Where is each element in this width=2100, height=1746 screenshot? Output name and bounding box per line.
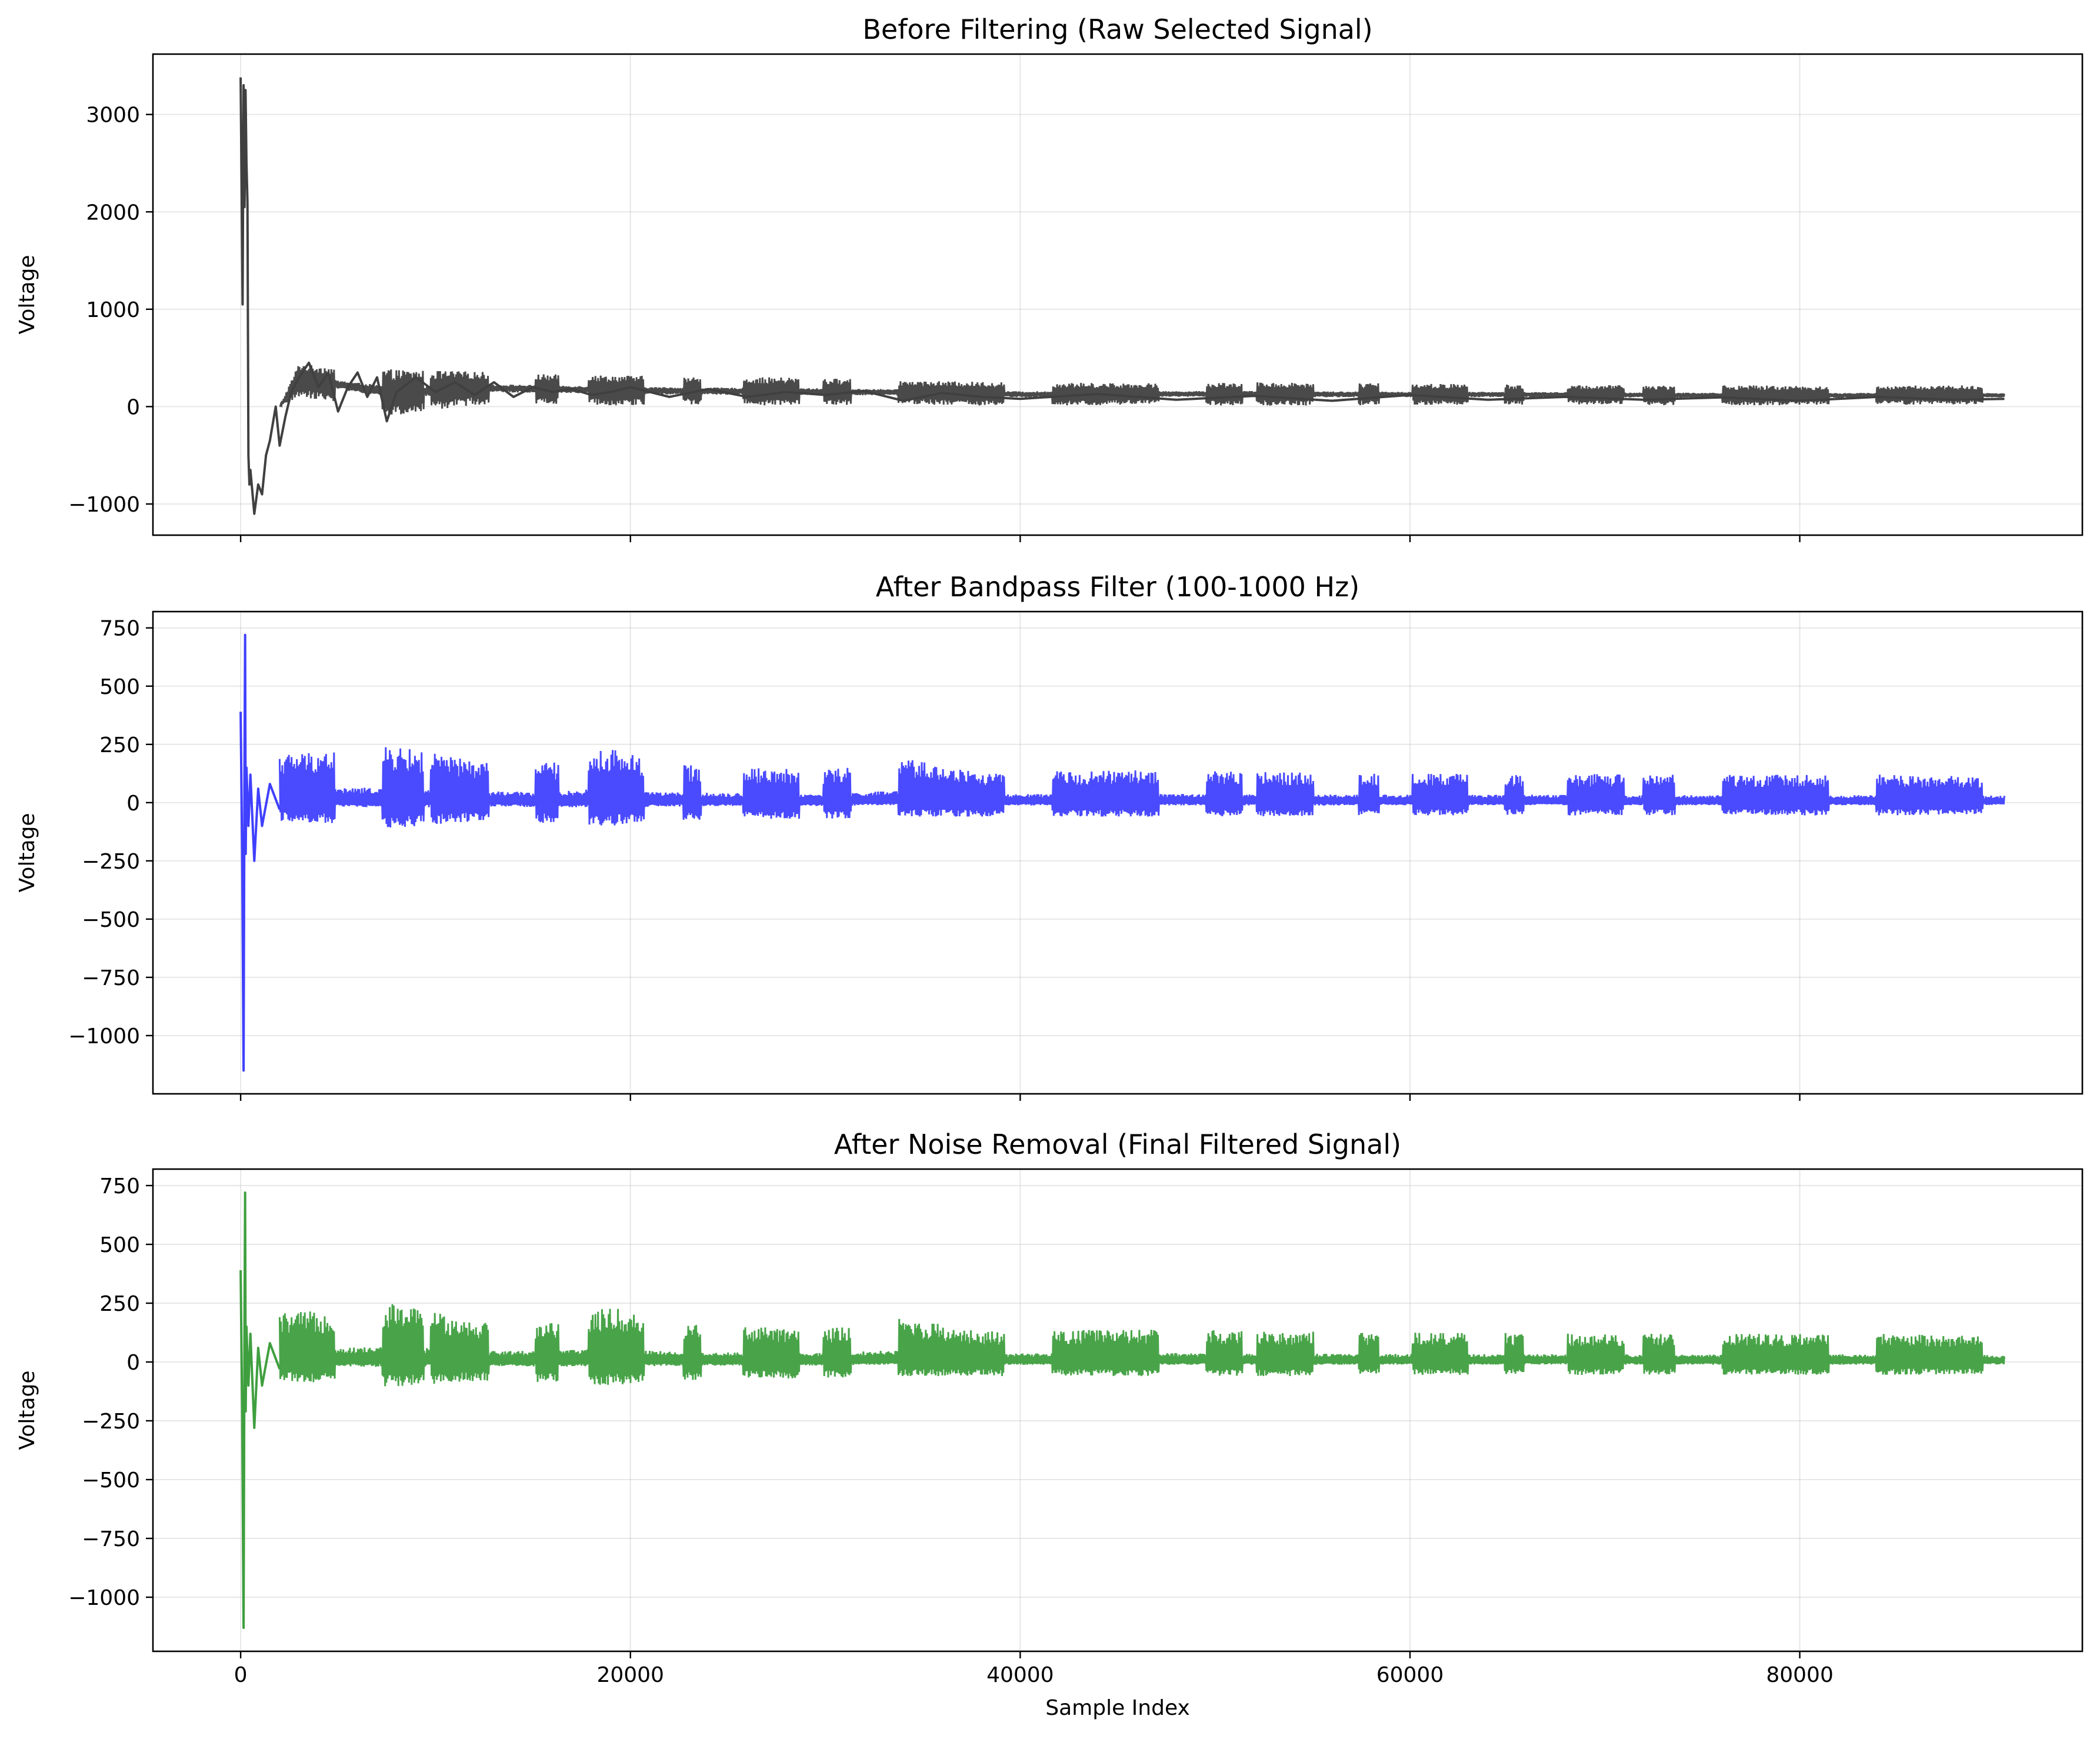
y-tick-label: 500: [99, 1233, 140, 1257]
x-axis-label: Sample Index: [1045, 1696, 1190, 1720]
y-axis-label: Voltage: [15, 255, 39, 334]
y-tick-label: −1000: [68, 1024, 140, 1049]
series-signal: [278, 1304, 2005, 1387]
series-signal: [279, 364, 2005, 415]
y-tick-label: 500: [99, 675, 140, 699]
y-tick-label: −1000: [68, 493, 140, 517]
y-axis-label: Voltage: [15, 813, 39, 892]
axes-frame: [152, 53, 2084, 536]
x-tick-label: 0: [234, 1663, 248, 1687]
y-tick-label: −750: [82, 1527, 140, 1551]
axes-frame: [152, 610, 2084, 1095]
y-axis-label: Voltage: [15, 1370, 39, 1450]
y-tick-label: 0: [126, 395, 140, 419]
y-tick-label: 2000: [86, 201, 140, 225]
y-tick-label: −250: [82, 1410, 140, 1434]
series-signal: [278, 747, 2005, 828]
chart-panel-3: 0 20000 40000 60000 80000 −1000 −750 −500 −250 0 2…: [15, 1129, 2084, 1720]
chart-panel-1: −1000 0 1000 2000 3000 Before Filtering (Raw …: [15, 14, 2084, 542]
chart-title: After Noise Removal (Final Filtered Sign…: [834, 1129, 1401, 1160]
y-tick-label: 250: [99, 733, 140, 757]
chart-panel-2: −1000 −750 −500 −250 0 250 500 750 After Bandpas…: [15, 571, 2084, 1101]
chart-title: Before Filtering (Raw Selected Signal): [862, 14, 1372, 45]
y-tick-label: −250: [82, 850, 140, 874]
plot-area: [239, 1191, 2005, 1629]
y-tick-label: 0: [126, 1351, 140, 1375]
series-line: [239, 77, 2005, 515]
y-tick-label: 750: [99, 1174, 140, 1199]
chart-title: After Bandpass Filter (100-1000 Hz): [876, 571, 1359, 603]
y-tick-label: 1000: [86, 298, 140, 322]
axes-frame: [152, 1168, 2084, 1652]
series-line: [239, 1191, 281, 1629]
plot-area: [239, 77, 2005, 515]
y-tick-label: 3000: [86, 104, 140, 128]
plot-area: [239, 633, 2005, 1072]
y-tick-label: −750: [82, 966, 140, 990]
x-tick-label: 20000: [596, 1663, 664, 1687]
series-line: [239, 633, 281, 1072]
x-tick-label: 60000: [1376, 1663, 1444, 1687]
y-tick-label: 0: [126, 792, 140, 816]
x-tick-label: 80000: [1766, 1663, 1834, 1687]
x-tick-label: 40000: [986, 1663, 1054, 1687]
y-tick-label: 250: [99, 1292, 140, 1316]
y-tick-label: −500: [82, 908, 140, 932]
y-tick-label: −500: [82, 1468, 140, 1493]
y-tick-label: 750: [99, 617, 140, 641]
y-tick-label: −1000: [68, 1586, 140, 1610]
